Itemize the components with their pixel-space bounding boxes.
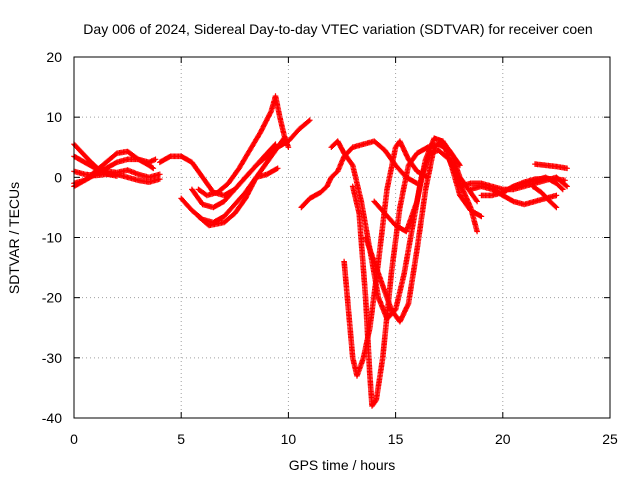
series-arc-20 [500,175,568,196]
series-arc-09 [189,141,279,211]
series-arc-10 [195,165,281,229]
x-tick-label: 20 [495,431,511,447]
chart-title: Day 006 of 2024, Sidereal Day-to-day VTE… [83,21,592,37]
plus-markers [500,175,568,196]
y-axis-title: SDTVAR / TECUs [6,182,22,294]
y-tick-label: -30 [42,350,62,366]
plus-markers [362,138,480,325]
series-arc-16 [371,135,485,235]
axis-ticks [73,56,611,419]
y-tick-label: -10 [42,230,62,246]
x-tick-label: 15 [388,431,404,447]
x-tick-label: 10 [281,431,297,447]
y-tick-label: -20 [42,290,62,306]
data-series [71,93,570,409]
plus-markers [189,141,279,211]
plus-markers [157,117,313,199]
tick-labels: 0 5 10 15 20 25 -40 -30 -20 -10 0 10 20 [42,49,618,447]
x-tick-label: 25 [602,431,618,447]
x-tick-label: 5 [177,431,185,447]
plus-markers [371,135,485,235]
x-axis-title: GPS time / hours [289,457,396,473]
series-arc-15 [362,138,480,325]
y-tick-label: 10 [46,109,62,125]
plus-markers [195,165,281,229]
plus-markers [530,183,560,211]
plus-markers [195,93,292,199]
plus-markers [532,161,570,172]
series-arc-06 [157,117,313,199]
plus-markers [349,141,463,409]
y-tick-label: 0 [54,169,62,185]
y-tick-label: -40 [42,410,62,426]
grid-lines [74,57,610,418]
x-tick-label: 0 [70,431,78,447]
series-arc-21 [532,161,570,172]
series-arc-07 [195,93,292,199]
y-tick-label: 20 [46,49,62,65]
series-arc-22 [530,183,560,211]
